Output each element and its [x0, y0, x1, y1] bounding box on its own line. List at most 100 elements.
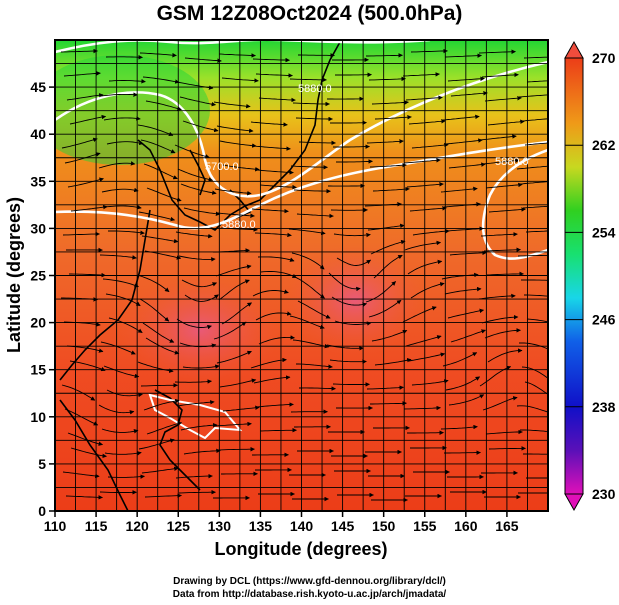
streamline [521, 366, 548, 379]
streamline [521, 118, 548, 122]
y-tick-label: 15 [30, 362, 46, 378]
streamline [63, 71, 101, 77]
streamline [103, 116, 141, 121]
streamline [140, 139, 176, 154]
streamline [482, 396, 518, 411]
streamline [446, 226, 484, 232]
streamline [178, 489, 216, 495]
streamline [221, 302, 252, 325]
streamline [448, 394, 485, 406]
streamline [443, 201, 481, 208]
streamline [219, 140, 257, 148]
streamline [445, 376, 481, 391]
y-axis-label: Latitude (degrees) [4, 197, 24, 353]
streamline [297, 300, 331, 319]
streamline [66, 93, 104, 101]
streamline [485, 429, 523, 435]
streamline [146, 421, 183, 435]
streamline [174, 144, 210, 159]
streamline [139, 298, 170, 322]
streamline [182, 120, 219, 133]
streamline [103, 365, 140, 379]
streamline [256, 169, 294, 175]
streamline [184, 57, 222, 63]
streamline [402, 72, 440, 77]
streamline [449, 250, 487, 256]
y-tick-label: 45 [30, 79, 46, 95]
streamline [178, 255, 216, 262]
streamline [483, 247, 521, 252]
streamline [407, 259, 443, 275]
streamline [517, 254, 548, 257]
streamline [256, 402, 294, 408]
streamline [216, 125, 254, 133]
streamline [214, 188, 252, 196]
streamline [365, 281, 397, 303]
contour-closed-south [148, 393, 243, 440]
cold-trough [55, 55, 210, 165]
streamline [404, 240, 442, 251]
streamline [104, 205, 142, 210]
streamline [368, 76, 406, 82]
colorbar-ticks: 230 238 246 254 262 270 [565, 50, 616, 502]
streamline [487, 348, 523, 363]
streamline [145, 337, 180, 355]
streamline [298, 140, 336, 146]
streamline [485, 182, 523, 189]
streamline [64, 152, 101, 164]
streamline [450, 329, 486, 343]
contour-label-3: 5880.0 [222, 219, 256, 231]
streamline [291, 252, 325, 270]
streamline [141, 466, 179, 474]
streamline [258, 97, 296, 103]
y-tick-label: 25 [30, 268, 46, 284]
streamline [440, 424, 478, 430]
streamline [99, 490, 137, 495]
streamline [372, 186, 410, 192]
credit-line-1: Drawing by DCL (https://www.gfd-dennou.o… [173, 576, 446, 587]
contour-label-2: 5700.0 [205, 161, 239, 173]
x-axis: 110 115 120 125 130 135 140 145 150 155 160 165 [44, 511, 519, 534]
streamline [370, 401, 407, 406]
y-tick-label: 5 [38, 456, 46, 472]
streamline [175, 231, 213, 239]
contour-label-4: 5880.0 [495, 156, 529, 168]
streamline [481, 314, 519, 324]
streamline [405, 95, 443, 101]
streamline [213, 321, 247, 340]
streamline [222, 405, 260, 412]
x-tick-label: 140 [290, 518, 314, 534]
streamline [440, 186, 478, 193]
streamline [366, 385, 404, 390]
colorbar-label: 238 [592, 399, 616, 415]
streamline [137, 124, 174, 136]
streamline [174, 379, 212, 384]
credit-line-2: Data from http://database.rish.kyoto-u.a… [172, 589, 447, 600]
streamline [142, 76, 180, 84]
streamline [145, 100, 182, 111]
streamline [258, 335, 295, 345]
streamline [444, 53, 482, 58]
streamline [523, 56, 548, 59]
x-tick-label: 155 [413, 518, 437, 534]
x-tick-label: 125 [167, 518, 191, 534]
y-tick-label: 10 [30, 409, 46, 425]
streamline [100, 92, 138, 97]
streamline [336, 159, 373, 164]
streamline [366, 139, 404, 144]
streamline [140, 383, 178, 388]
streamline [374, 357, 412, 366]
streamline [369, 162, 407, 168]
streamline [99, 254, 137, 260]
warm-core-west [120, 275, 280, 385]
streamline [450, 90, 488, 97]
streamline [108, 230, 145, 235]
streamline [293, 188, 331, 194]
streamline [519, 342, 548, 350]
streamline [442, 114, 480, 121]
streamline [69, 272, 106, 278]
streamline [410, 48, 448, 54]
streamline [290, 165, 328, 170]
streamline [373, 254, 403, 279]
streamline [524, 381, 548, 395]
